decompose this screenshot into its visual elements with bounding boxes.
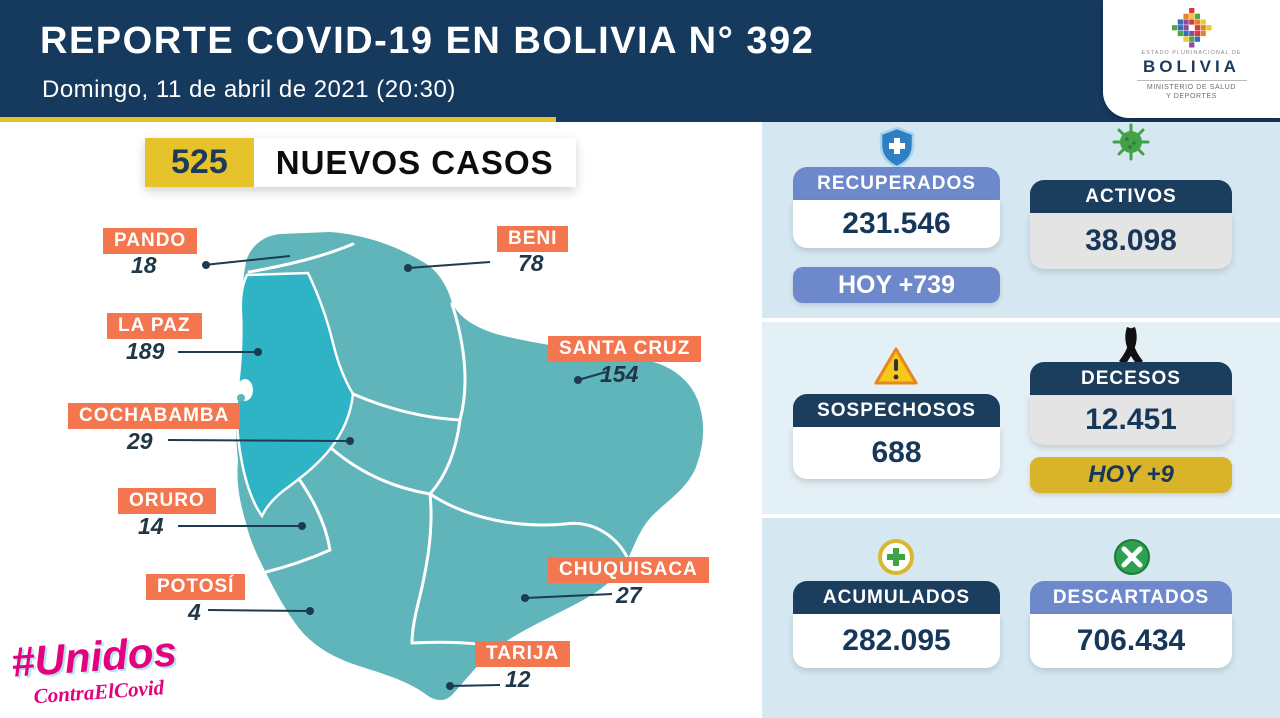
- dept-tag-pando: PANDO: [103, 228, 198, 254]
- dept-tag-cochabamba: COCHABAMBA: [68, 403, 241, 429]
- dept-tag-chuquisaca: CHUQUISACA: [548, 557, 709, 583]
- card-activos: ACTIVOS 38.098: [1030, 180, 1232, 269]
- card-acumulados-label: ACUMULADOS: [793, 581, 1000, 614]
- card-decesos-value: 12.451: [1030, 395, 1232, 445]
- dept-value-potosi: 4: [188, 599, 201, 625]
- dept-value-tarija: 12: [505, 666, 531, 692]
- page-title: REPORTE COVID-19 EN BOLIVIA N° 392: [40, 20, 815, 62]
- lake-island: [237, 394, 245, 402]
- dept-tag-oruro: ORURO: [118, 488, 216, 514]
- card-descartados-value: 706.434: [1030, 614, 1232, 668]
- badge-recuperados-hoy: HOY +739: [793, 267, 1000, 303]
- ministry-logo: ESTADO PLURINACIONAL DE BOLIVIA MINISTER…: [1103, 0, 1280, 118]
- map-region-la-paz: [235, 271, 355, 519]
- badge-decesos-hoy: HOY +9: [1030, 457, 1232, 493]
- header-bar: REPORTE COVID-19 EN BOLIVIA N° 392 Domin…: [0, 0, 1280, 122]
- card-recuperados-value: 231.546: [793, 200, 1000, 248]
- plus-circle-icon: [878, 539, 914, 575]
- dept-value-chuquisaca: 27: [616, 582, 642, 608]
- label-dots: [202, 261, 582, 690]
- card-sospechosos: SOSPECHOSOS 688: [793, 394, 1000, 479]
- card-sospechosos-label: SOSPECHOSOS: [793, 394, 1000, 427]
- logo-divider: [1136, 80, 1247, 81]
- dept-tag-beni: BENI: [497, 226, 569, 252]
- gold-underline: [0, 117, 556, 122]
- dept-tag-santa-cruz: SANTA CRUZ: [548, 336, 702, 362]
- campaign-logo: #Unidos ContraElCovid: [10, 627, 180, 710]
- card-recuperados: RECUPERADOS 231.546: [793, 167, 1000, 248]
- bolivia-map: [167, 232, 704, 701]
- virus-icon: [1112, 123, 1150, 161]
- dept-tag-tarija: TARIJA: [475, 641, 571, 667]
- dept-value-pando: 18: [131, 252, 157, 278]
- map-panel: 525 NUEVOS CASOS PANDO 18 BENI 78 LA PAZ…: [0, 122, 762, 718]
- label-connectors: [167, 255, 613, 687]
- chakana-icon: [1171, 8, 1212, 48]
- card-recuperados-label: RECUPERADOS: [793, 167, 1000, 200]
- card-activos-label: ACTIVOS: [1030, 180, 1232, 213]
- dept-value-santa-cruz: 154: [600, 361, 639, 387]
- shield-plus-icon: [879, 126, 915, 168]
- x-circle-icon: [1114, 539, 1150, 575]
- map-country-outline: [236, 232, 704, 701]
- report-date: Domingo, 11 de abril de 2021 (20:30): [42, 76, 456, 103]
- dept-value-beni: 78: [518, 250, 544, 276]
- dept-value-la-paz: 189: [126, 338, 165, 364]
- card-sospechosos-value: 688: [793, 427, 1000, 479]
- dept-value-oruro: 14: [138, 513, 164, 539]
- new-cases-label: NUEVOS CASOS: [253, 138, 576, 187]
- logo-ministry: MINISTERIO DE SALUD Y DEPORTES: [1146, 84, 1237, 101]
- logo-country: BOLIVIA: [1143, 57, 1240, 76]
- new-cases-value: 525: [145, 138, 254, 187]
- card-activos-value: 38.098: [1030, 213, 1232, 269]
- stats-panel: RECUPERADOS 231.546 HOY +739 ACTIVOS 38.…: [762, 122, 1280, 718]
- card-descartados-label: DESCARTADOS: [1030, 581, 1232, 614]
- card-decesos-label: DECESOS: [1030, 362, 1232, 395]
- card-decesos: DECESOS 12.451: [1030, 362, 1232, 445]
- dept-tag-la-paz: LA PAZ: [107, 313, 202, 339]
- logo-country-small: ESTADO PLURINACIONAL DE: [1141, 50, 1242, 56]
- card-descartados: DESCARTADOS 706.434: [1030, 581, 1232, 668]
- card-acumulados: ACUMULADOS 282.095: [793, 581, 1000, 668]
- warning-icon: [874, 347, 918, 385]
- dept-value-cochabamba: 29: [127, 428, 153, 454]
- new-cases-banner: 525 NUEVOS CASOS: [145, 138, 576, 187]
- card-acumulados-value: 282.095: [793, 614, 1000, 668]
- dept-tag-potosi: POTOSÍ: [146, 574, 246, 600]
- mourning-ribbon-icon: [1119, 327, 1143, 365]
